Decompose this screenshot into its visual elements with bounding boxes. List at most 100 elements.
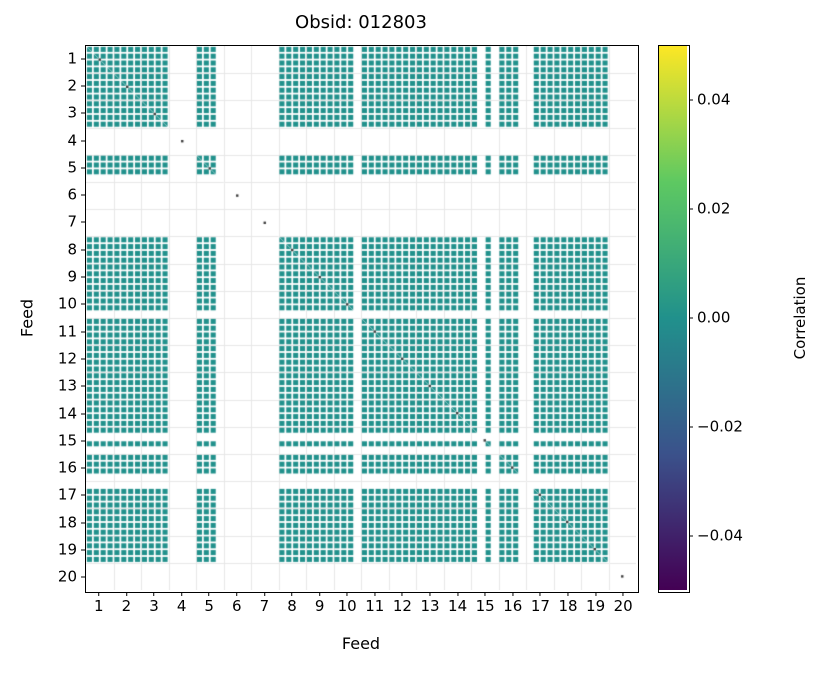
x-tick: 4 bbox=[176, 592, 187, 615]
y-tick: 2 bbox=[67, 78, 85, 93]
y-tick: 10 bbox=[57, 294, 85, 313]
x-tick: 2 bbox=[121, 592, 132, 615]
y-tick-label: 6 bbox=[67, 185, 77, 204]
x-tick-label: 17 bbox=[530, 597, 550, 615]
x-tick-mark bbox=[98, 592, 100, 596]
x-tick-mark bbox=[484, 592, 486, 596]
x-tick-label: 13 bbox=[420, 597, 440, 615]
y-tick-label: 3 bbox=[67, 103, 77, 122]
y-tick-label: 19 bbox=[57, 540, 77, 559]
x-tick: 20 bbox=[614, 592, 633, 614]
y-tick-mark bbox=[81, 140, 85, 142]
x-tick: 12 bbox=[393, 592, 412, 614]
colorbar-tick-label: 0.00 bbox=[697, 308, 731, 327]
x-tick-mark bbox=[622, 592, 624, 596]
y-tick-label: 17 bbox=[57, 485, 77, 504]
colorbar-tick: 0.02 bbox=[689, 201, 730, 216]
y-tick: 8 bbox=[67, 242, 85, 257]
y-tick-mark bbox=[81, 413, 85, 415]
y-tick-label: 20 bbox=[57, 567, 77, 586]
y-tick-mark bbox=[81, 58, 85, 60]
x-tick-label: 8 bbox=[287, 597, 297, 615]
y-tick-mark bbox=[81, 112, 85, 114]
x-tick: 6 bbox=[232, 592, 242, 614]
colorbar-ticks: 0.04 0.02 0.00 −0.02 −0.04 bbox=[689, 45, 769, 591]
x-axis-label: Feed bbox=[341, 634, 381, 653]
y-tick-mark bbox=[81, 385, 85, 387]
x-tick-mark bbox=[153, 592, 155, 596]
colorbar-tick-label: −0.04 bbox=[697, 526, 743, 545]
x-tick-label: 20 bbox=[613, 597, 633, 615]
x-tick-label: 3 bbox=[149, 597, 159, 615]
y-tick-label: 14 bbox=[57, 404, 77, 423]
x-tick-label: 1 bbox=[94, 597, 104, 615]
x-tick-mark bbox=[401, 592, 403, 596]
x-tick-mark bbox=[125, 592, 127, 596]
colorbar-tick: 0.04 bbox=[689, 92, 730, 107]
x-tick-label: 4 bbox=[176, 597, 187, 615]
x-tick-label: 12 bbox=[392, 597, 412, 615]
y-tick-label: 10 bbox=[57, 294, 77, 313]
x-tick-label: 14 bbox=[448, 597, 468, 615]
y-tick-mark bbox=[81, 303, 85, 305]
x-tick-label: 2 bbox=[121, 597, 132, 615]
y-tick-label: 9 bbox=[67, 267, 77, 286]
y-tick: 18 bbox=[58, 515, 85, 530]
y-tick-mark bbox=[81, 440, 85, 442]
y-tick-label: 11 bbox=[57, 322, 77, 341]
x-tick-label: 18 bbox=[558, 597, 578, 615]
x-tick: 11 bbox=[365, 592, 384, 614]
y-tick: 16 bbox=[57, 458, 85, 477]
x-tick-label: 5 bbox=[204, 597, 214, 615]
y-tick: 15 bbox=[58, 433, 85, 448]
y-tick-label: 16 bbox=[57, 458, 77, 477]
x-tick-mark bbox=[457, 592, 459, 596]
y-tick-label: 7 bbox=[67, 212, 77, 231]
x-tick-mark bbox=[595, 592, 597, 596]
x-tick: 16 bbox=[503, 592, 522, 614]
x-tick-label: 16 bbox=[503, 597, 523, 615]
x-tick-mark bbox=[319, 592, 321, 596]
y-tick-label: 1 bbox=[67, 49, 77, 68]
y-tick: 14 bbox=[58, 406, 85, 421]
y-tick-mark bbox=[81, 331, 85, 333]
x-tick-label: 7 bbox=[259, 597, 270, 615]
y-tick-mark bbox=[81, 576, 85, 578]
colorbar-tick-mark bbox=[689, 208, 693, 210]
x-tick: 17 bbox=[531, 592, 550, 614]
x-tick-mark bbox=[429, 592, 431, 596]
colorbar bbox=[658, 45, 690, 593]
x-tick: 3 bbox=[149, 592, 159, 614]
y-tick: 11 bbox=[58, 324, 85, 339]
y-tick: 20 bbox=[57, 567, 85, 586]
y-tick: 9 bbox=[67, 267, 85, 286]
colorbar-tick-mark bbox=[689, 99, 693, 101]
y-tick-mark bbox=[81, 85, 85, 87]
x-tick: 8 bbox=[287, 592, 297, 614]
y-tick: 12 bbox=[58, 351, 85, 366]
colorbar-tick-mark bbox=[689, 317, 693, 319]
colorbar-tick-mark bbox=[689, 426, 693, 428]
colorbar-tick-label: 0.04 bbox=[697, 90, 731, 109]
x-tick: 1 bbox=[94, 592, 104, 614]
x-tick: 18 bbox=[558, 592, 578, 615]
y-tick: 13 bbox=[58, 378, 85, 394]
x-tick-mark bbox=[236, 592, 238, 596]
x-tick: 15 bbox=[476, 592, 495, 614]
y-tick-mark bbox=[81, 467, 85, 469]
y-tick: 6 bbox=[67, 185, 85, 204]
x-tick-mark bbox=[208, 592, 210, 596]
y-tick: 1 bbox=[67, 51, 85, 66]
colorbar-tick-label: 0.02 bbox=[697, 199, 731, 218]
x-tick-mark bbox=[512, 592, 514, 596]
x-tick: 7 bbox=[259, 592, 270, 615]
y-axis-ticks: 1 2 3 4 5 6 7 8 9 10 11 12 13 14 15 16 17 18 19 20 bbox=[35, 45, 85, 591]
x-tick: 19 bbox=[586, 592, 605, 614]
y-tick-mark bbox=[81, 221, 85, 223]
y-tick-label: 18 bbox=[57, 513, 77, 532]
y-tick-mark bbox=[81, 167, 85, 169]
plot-title: Obsid: 012803 bbox=[295, 12, 427, 33]
x-tick-mark bbox=[181, 592, 183, 596]
y-tick: 4 bbox=[67, 133, 85, 148]
